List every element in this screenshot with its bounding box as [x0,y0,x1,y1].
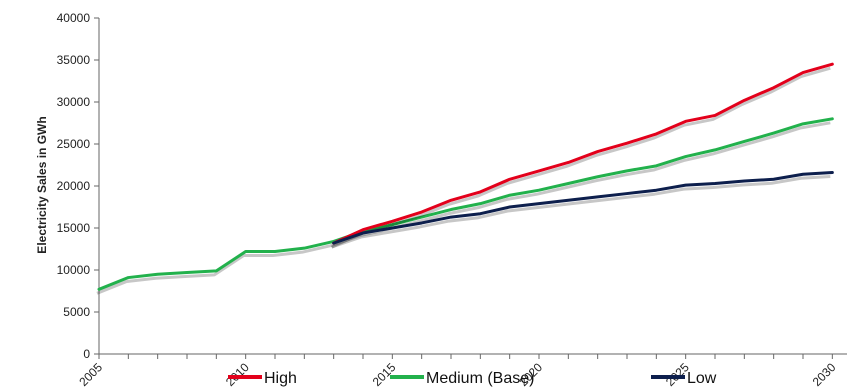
legend-label: Low [687,370,717,387]
series-shadow [96,121,831,295]
series-line-medium-base [97,117,834,291]
y-tick-label: 20000 [57,179,91,193]
y-tick-label: 30000 [57,95,91,109]
y-tick-label: 25000 [57,137,91,151]
series-line-low [332,171,834,245]
y-axis-label: Electricity Sales in GWh [35,116,49,253]
y-tick-label: 5000 [63,305,90,319]
x-tick-label: 2005 [76,360,105,389]
x-axis: 2005 2010 2015 2020 2025 2030 [76,353,847,389]
legend-item: Medium (Base) [390,370,534,387]
series-line-high [332,62,834,245]
x-tick-label: 2030 [810,360,839,389]
y-axis: 0 5000 10000 15000 20000 25000 30000 35000 40000 [57,11,100,361]
series-lines [96,62,834,295]
legend-label: High [264,370,297,387]
y-tick-label: 35000 [57,53,91,67]
legend: High Medium (Base) Low [228,370,717,387]
y-tick-label: 10000 [57,263,91,277]
legend-item: High [228,370,297,387]
y-tick-label: 15000 [57,221,91,235]
y-tick-label: 40000 [57,11,91,25]
legend-label: Medium (Base) [426,370,534,387]
series-shadow [331,66,831,249]
x-tick-label: 2015 [370,360,399,389]
y-tick-label: 0 [83,347,90,361]
legend-item: Low [651,370,717,387]
series-shadow [331,175,831,249]
x-tick-label: 2010 [223,360,252,389]
